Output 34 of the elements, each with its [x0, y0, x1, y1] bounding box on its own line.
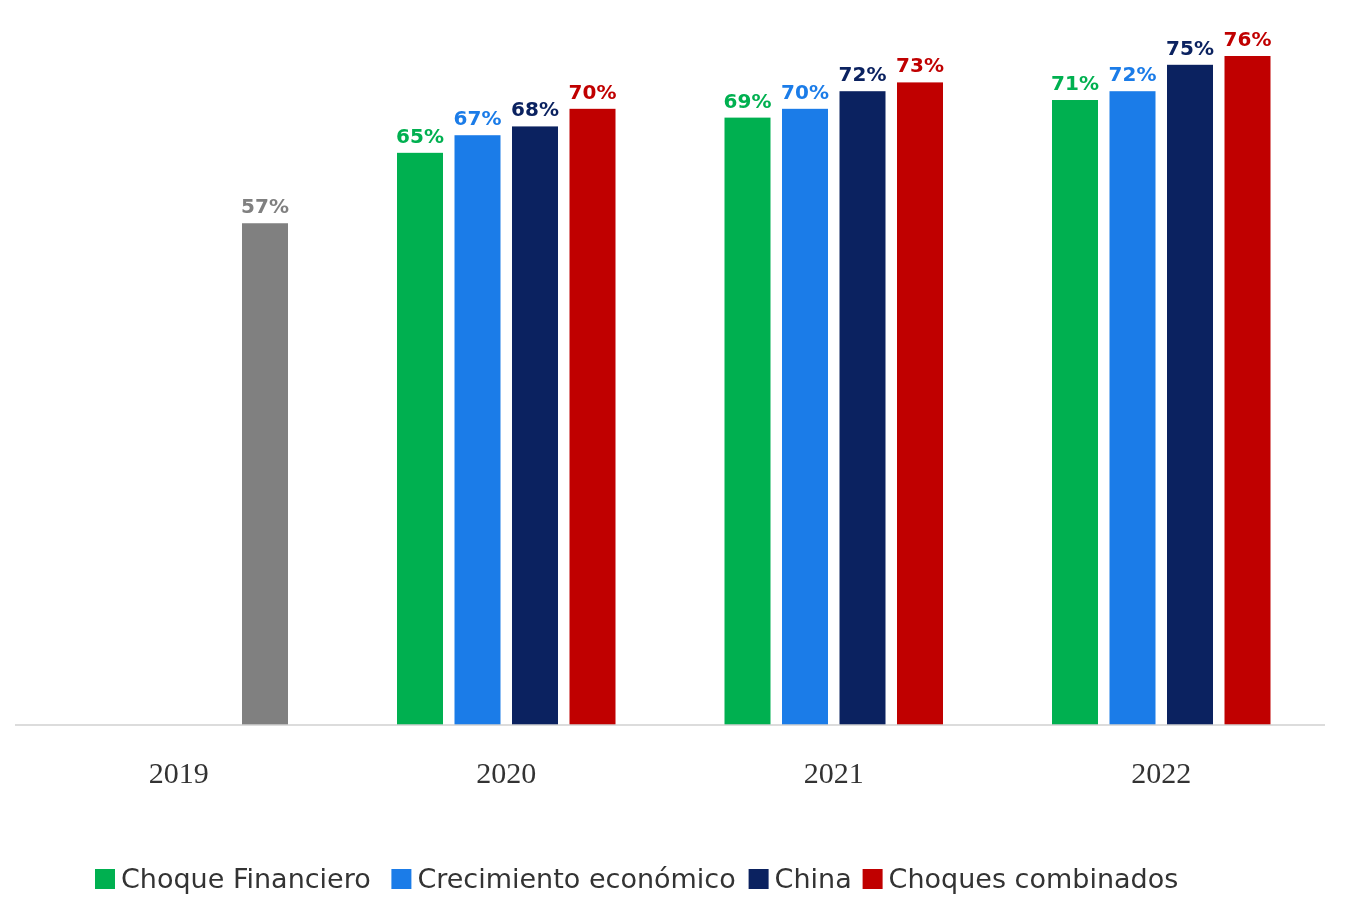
- bar: [242, 223, 288, 725]
- legend-label: Crecimiento económico: [417, 863, 736, 894]
- data-label: 72%: [838, 62, 887, 87]
- bar: [782, 108, 828, 725]
- bar: [569, 108, 616, 725]
- legend-label: China: [774, 863, 852, 894]
- data-label: 73%: [896, 53, 944, 78]
- data-label: 67%: [453, 106, 502, 131]
- bar: [512, 126, 558, 725]
- bar: [1167, 64, 1213, 725]
- data-label: 70%: [781, 79, 829, 104]
- data-label: 68%: [511, 97, 559, 122]
- data-label: 70%: [568, 79, 617, 104]
- data-label: 69%: [723, 88, 772, 113]
- data-label: 57%: [241, 194, 289, 219]
- bar: [454, 135, 501, 725]
- legend-label: Choques combinados: [888, 863, 1179, 894]
- legend-label: Choque Financiero: [121, 863, 371, 894]
- data-label: 72%: [1108, 62, 1157, 87]
- bar: [897, 82, 943, 725]
- bar: [839, 91, 886, 725]
- data-label: 76%: [1223, 27, 1272, 51]
- x-tick-label: 2021: [803, 756, 864, 789]
- data-label: 75%: [1166, 35, 1214, 60]
- data-label: 71%: [1051, 71, 1099, 96]
- bar: [397, 152, 443, 725]
- bar: [1224, 56, 1271, 725]
- bar: [1052, 100, 1098, 725]
- x-tick-label: 2020: [476, 756, 537, 789]
- x-tick-label: 2019: [148, 756, 209, 789]
- bar: [1109, 91, 1156, 725]
- x-tick-label: 2022: [1131, 756, 1192, 789]
- bar: [724, 117, 771, 725]
- data-label: 65%: [396, 123, 444, 148]
